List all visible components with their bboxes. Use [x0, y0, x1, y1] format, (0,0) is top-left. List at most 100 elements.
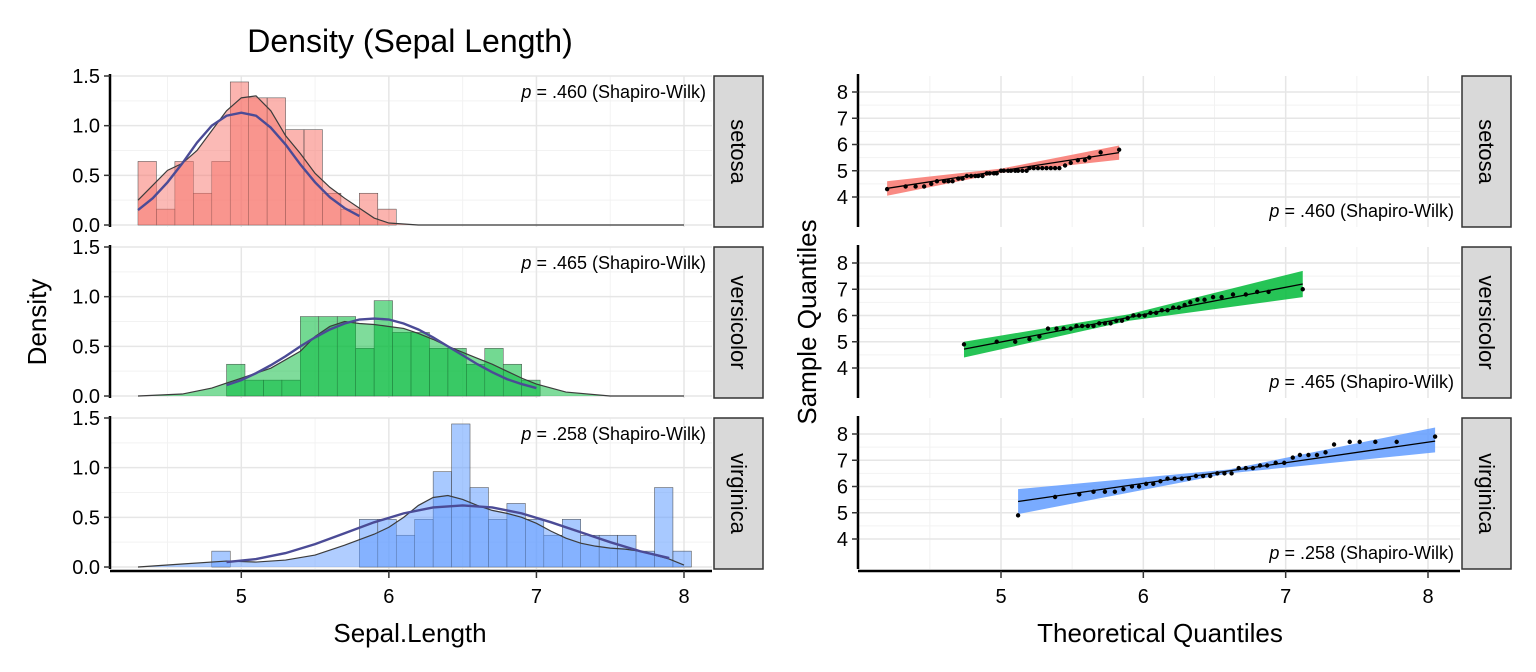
qq-point — [1129, 484, 1135, 489]
qq-point — [929, 181, 934, 187]
qq-point — [1153, 310, 1159, 316]
qq-point — [1098, 150, 1103, 155]
qq-point — [960, 176, 965, 181]
y-tick-label: 6 — [837, 306, 848, 328]
qq-point — [1075, 158, 1081, 163]
qq-point — [994, 339, 999, 344]
qq-point — [1347, 439, 1352, 445]
qq-point — [1112, 489, 1118, 494]
facet-strip-label: versicolor — [726, 275, 751, 369]
qq-point — [976, 173, 981, 179]
p-symbol: p — [520, 424, 531, 444]
y-tick-label: 1.0 — [72, 287, 100, 309]
p-symbol: p — [1268, 372, 1279, 392]
qq-point — [934, 179, 940, 184]
qq-point — [1186, 476, 1192, 481]
density-area — [138, 321, 684, 397]
qq-point — [1195, 297, 1200, 302]
qq-point — [921, 184, 927, 189]
qq-point — [1264, 463, 1270, 468]
qq-point — [1255, 289, 1260, 295]
qq-point — [1052, 494, 1058, 500]
qq-point — [964, 173, 970, 179]
y-tick-label: 0.5 — [72, 336, 100, 358]
qq-point — [1001, 168, 1007, 173]
qq-panel-setosa: 4 5 6 7 8 p = .460 (Shapiro-Wilk) setosa — [837, 74, 1512, 228]
y-tick-label: 5 — [837, 332, 848, 354]
hist-panel-setosa: 0.0 0.5 1.0 1.5 p = .460 (Shapiro-Wilk) setos… — [72, 66, 764, 237]
density-area — [138, 95, 684, 226]
qq-point — [1215, 471, 1220, 476]
qq-point — [1102, 489, 1108, 494]
qq-point — [994, 171, 999, 176]
qq-point — [961, 342, 967, 347]
qq-point — [1116, 147, 1122, 152]
y-tick-label: 1.0 — [72, 116, 100, 138]
qq-point — [1172, 476, 1177, 481]
y-tick-label: 4 — [837, 358, 848, 380]
facet-strip — [713, 75, 764, 228]
qq-point — [1266, 289, 1271, 295]
qq-point — [1013, 339, 1018, 344]
x-tick-label: 5 — [236, 586, 247, 608]
qq-point — [1282, 460, 1287, 466]
y-tick-label: 8 — [837, 253, 848, 275]
x-tick-label: 7 — [1280, 586, 1291, 608]
qq-point — [1165, 476, 1170, 481]
qq-point — [1082, 158, 1088, 163]
y-axis-label: Density — [22, 279, 52, 366]
qq-point — [1357, 439, 1362, 445]
qq-point — [1148, 310, 1153, 316]
qq-point — [1143, 481, 1149, 487]
qq-point — [1202, 297, 1207, 302]
qq-point — [1044, 165, 1049, 171]
y-tick-label: 0.0 — [72, 557, 100, 579]
x-tick-label: 8 — [1422, 586, 1433, 608]
x-tick-label: 6 — [1138, 586, 1149, 608]
y-tick-label: 6 — [837, 477, 848, 499]
qq-point — [1331, 442, 1337, 447]
qq-point — [1208, 473, 1213, 479]
normal-curve — [226, 504, 670, 564]
p-value-text: = .258 (Shapiro-Wilk) — [1279, 543, 1454, 563]
y-tick-label: 0.0 — [72, 215, 100, 237]
qq-point — [1200, 473, 1206, 479]
qq-point — [1158, 479, 1163, 484]
qq-point — [1314, 452, 1320, 458]
qq-point — [1121, 486, 1126, 492]
x-axis-label: Sepal.Length — [333, 618, 486, 648]
qq-point — [1159, 308, 1165, 313]
x-tick-label: 5 — [995, 586, 1006, 608]
qq-point — [1062, 163, 1068, 168]
qq-point — [941, 179, 947, 184]
y-tick-label: 4 — [837, 187, 848, 209]
qq-point — [1222, 471, 1227, 476]
qq-point — [1306, 452, 1311, 458]
qq-point — [1432, 434, 1438, 439]
qq-point — [1054, 326, 1059, 331]
p-value-label: p = .460 (Shapiro-Wilk) — [1268, 201, 1454, 221]
qq-point — [1052, 165, 1058, 171]
qq-point — [913, 184, 918, 189]
qq-point — [1136, 484, 1142, 489]
qq-point — [1142, 313, 1147, 318]
x-axis-label: Theoretical Quantiles — [1037, 618, 1283, 648]
facet-strip — [713, 417, 764, 570]
facet-strip — [713, 246, 764, 399]
qq-point — [1136, 313, 1142, 318]
qq-point — [968, 173, 974, 179]
qq-point — [1074, 323, 1079, 329]
y-tick-label: 6 — [837, 135, 848, 157]
facet-strip-label: versicolor — [1474, 275, 1499, 369]
qq-panel-virginica: 4 5 6 7 8 p = .258 (Shapiro-Wilk) virginica — [837, 416, 1512, 570]
qq-point — [1250, 465, 1256, 471]
qq-point — [1015, 168, 1021, 173]
qq-point — [1394, 439, 1399, 445]
y-tick-label: 7 — [837, 108, 848, 130]
qq-point — [1193, 473, 1199, 479]
p-value-text: = .465 (Shapiro-Wilk) — [531, 253, 706, 273]
x-tick-label: 7 — [531, 586, 542, 608]
y-tick-label: 1.5 — [72, 66, 100, 88]
qq-point — [1068, 326, 1073, 331]
